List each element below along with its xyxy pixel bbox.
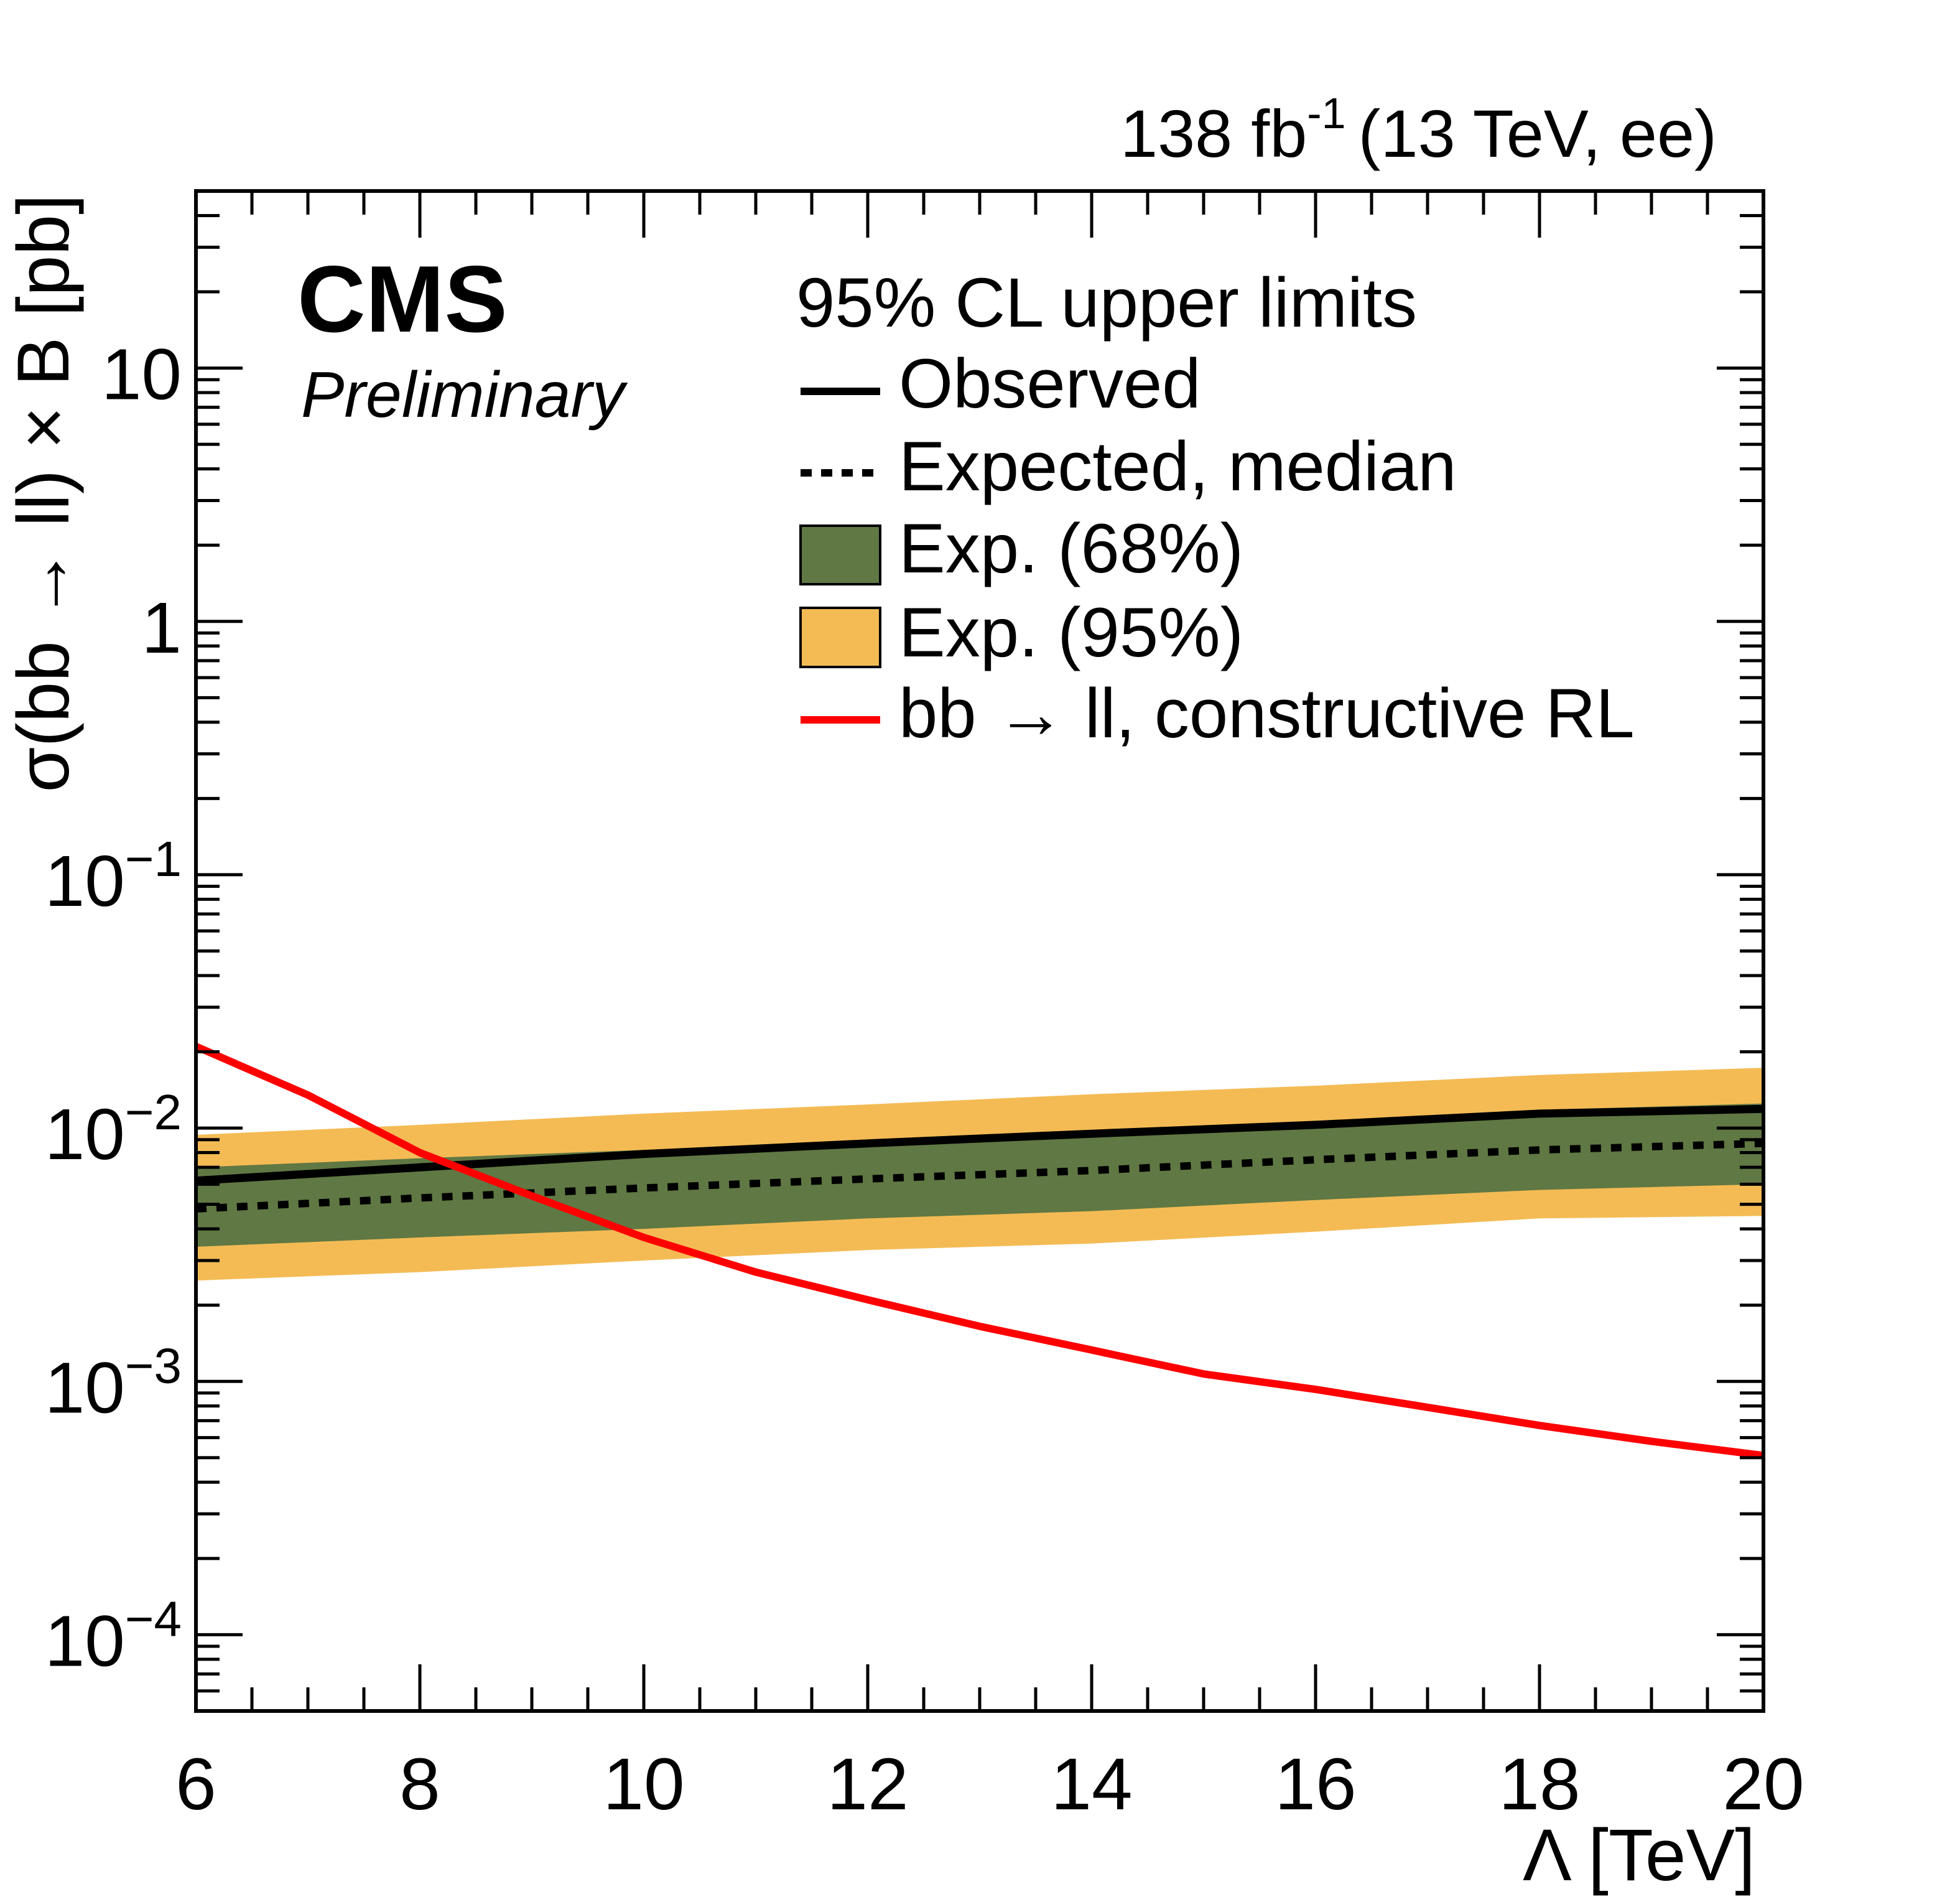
y-tick-label-base: 1 xyxy=(141,587,182,668)
x-tick-label: 16 xyxy=(1275,1743,1356,1825)
legend-theory-label: bb → ll, constructive RL xyxy=(899,674,1635,752)
legend-observed-label: Observed xyxy=(899,345,1201,422)
x-axis-title-text: Λ [TeV] xyxy=(1523,1814,1755,1896)
y-axis-title: σ(bb → ll) × B [pb] xyxy=(2,194,85,792)
y-tick-label-base: 10 xyxy=(45,1094,125,1175)
y-tick-label: 1 xyxy=(141,587,182,668)
legend-title: 95% CL upper limits xyxy=(796,264,1417,342)
legend-band68-swatch xyxy=(799,524,881,585)
y-tick-label-base: 10 xyxy=(101,334,182,415)
axis-ticks-group xyxy=(194,189,1765,1713)
energy-label: (13 TeV, ee) xyxy=(1359,96,1717,171)
y-tick-label: 10−2 xyxy=(45,1084,182,1175)
x-tick-label: 8 xyxy=(399,1743,440,1825)
plot-frame xyxy=(194,189,1765,1713)
y-tick-label-base: 10 xyxy=(45,1347,125,1428)
status-label: Preliminary xyxy=(301,359,628,431)
lumi-label: 138 fb-1 (13 TeV, ee) xyxy=(1120,89,1717,171)
y-tick-label: 10−3 xyxy=(45,1338,182,1428)
y-tick-label-exponent: −3 xyxy=(125,1338,182,1393)
y-tick-label-exponent: −4 xyxy=(125,1591,182,1646)
x-tick-label: 14 xyxy=(1051,1743,1132,1825)
series-lines-group xyxy=(194,1043,1764,1460)
y-tick-label-exponent: −1 xyxy=(125,831,182,887)
theory-line xyxy=(194,1043,1764,1460)
x-tick-label: 12 xyxy=(827,1743,908,1825)
y-tick-label: 10 xyxy=(101,334,182,415)
legend: 95% CL upper limits Observed Expected, m… xyxy=(796,264,1635,752)
experiment-label: CMS xyxy=(297,246,508,352)
legend-band68-label: Exp. (68%) xyxy=(899,510,1243,587)
expected-line xyxy=(195,1139,1764,1213)
y-tick-label-base: 10 xyxy=(45,1600,125,1681)
x-tick-label: 20 xyxy=(1722,1743,1804,1825)
x-tick-label: 6 xyxy=(175,1743,216,1825)
legend-band95-swatch xyxy=(799,607,881,668)
lumi-exponent: -1 xyxy=(1307,89,1345,138)
x-axis-title: Λ [TeV] xyxy=(1523,1814,1755,1896)
y-tick-label-base: 10 xyxy=(45,841,125,921)
y-tick-label: 10−4 xyxy=(45,1591,182,1681)
legend-band95-label: Exp. (95%) xyxy=(899,594,1243,671)
x-tick-label: 10 xyxy=(603,1743,684,1825)
x-tick-label: 18 xyxy=(1498,1743,1580,1825)
y-tick-label-exponent: −2 xyxy=(125,1084,182,1140)
x-tick-labels: 6 8 10 12 14 16 18 20 xyxy=(175,1743,1804,1825)
legend-expected-label: Expected, median xyxy=(899,427,1457,505)
lumi-value: 138 fb xyxy=(1120,96,1307,171)
y-tick-label: 10−1 xyxy=(45,831,182,921)
